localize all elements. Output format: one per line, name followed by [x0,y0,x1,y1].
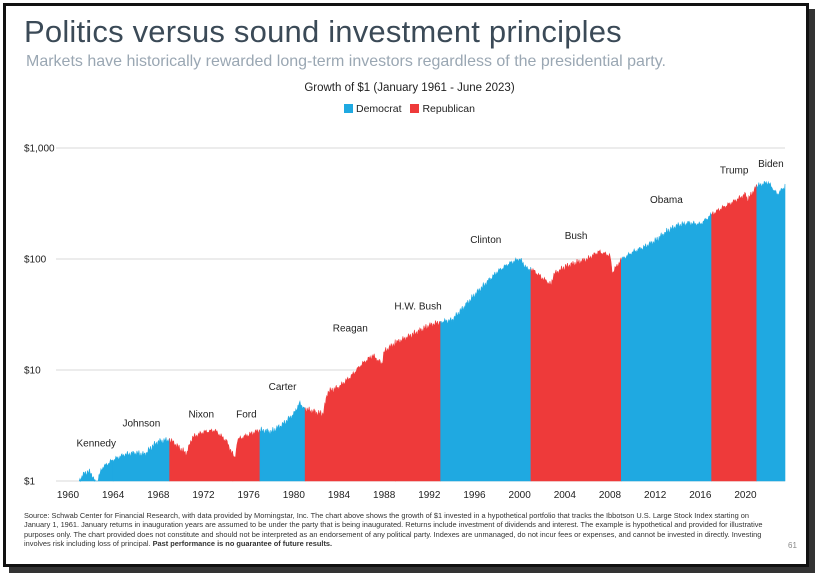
x-tick-label: 1968 [147,490,170,501]
source-footnote: Source: Schwab Center for Financial Rese… [24,511,776,549]
x-tick-label: 2012 [644,490,667,501]
legend-label-democrat: Democrat [356,103,402,115]
legend-label-republican: Republican [422,103,475,115]
area-biden [756,180,786,482]
footnote-text: Source: Schwab Center for Financial Rese… [24,511,763,549]
y-tick-label: $10 [24,366,41,377]
area-obama [620,211,712,482]
chart-legend: Democrat Republican [0,103,819,115]
president-label: Reagan [333,323,368,334]
x-tick-label: 1996 [463,490,486,501]
x-tick-label: 1992 [418,490,441,501]
y-tick-label: $1 [24,477,36,488]
legend-swatch-democrat [344,104,353,113]
area-trump [711,183,758,482]
y-tick-label: $100 [24,255,47,266]
x-tick-label: 2020 [734,490,757,501]
x-tick-label: 2016 [689,490,712,501]
president-label: Bush [565,231,588,242]
x-tick-label: 2000 [509,490,532,501]
president-label: Nixon [188,409,214,420]
area-carter [259,400,306,482]
x-tick-label: 2004 [554,490,577,501]
x-axis: 1960 1964 1968 1972 1976 1980 1984 1988 1992 1996… [57,490,757,501]
area-bush [530,249,622,482]
legend-item-republican: Republican [410,103,475,115]
chart-area-series [78,180,786,483]
page-subtitle: Markets have historically rewarded long-… [26,53,666,70]
president-label: Johnson [122,418,160,429]
area-ford [232,429,261,482]
y-axis: $1 $10 $100 $1,000 [24,144,55,488]
y-tick-label: $1,000 [24,144,55,155]
page-title: Politics versus sound investment princip… [24,14,622,49]
x-tick-label: 1964 [102,490,125,501]
area-kennedy [78,458,114,483]
president-label: Clinton [470,235,501,246]
area-h-w-bush [395,320,441,482]
legend-item-democrat: Democrat [344,103,402,115]
x-tick-label: 1980 [283,490,306,501]
area-reagan [304,339,396,482]
president-label: Biden [758,159,784,170]
x-tick-label: 1960 [57,490,80,501]
president-label: Carter [269,382,297,393]
page-number: 61 [788,541,797,550]
x-tick-label: 1976 [238,490,261,501]
x-tick-label: 2008 [599,490,622,501]
x-tick-label: 1984 [328,490,351,501]
x-tick-label: 1972 [192,490,215,501]
president-label: H.W. Bush [394,301,441,312]
president-label: Trump [720,165,749,176]
chart-title: Growth of $1 (January 1961 - June 2023) [304,82,515,94]
president-label: Kennedy [76,438,115,449]
legend-swatch-republican [410,104,420,113]
president-label: Ford [236,410,257,421]
area-johnson [112,437,170,482]
president-label: Obama [650,195,683,206]
president-labels: Kennedy Johnson Nixon Ford Carter Reagan H.W. … [76,159,783,449]
x-tick-label: 1988 [373,490,396,501]
area-clinton [440,257,532,482]
footnote-disclaimer: Past performance is no guarantee of futu… [152,539,333,549]
area-nixon [169,428,234,482]
